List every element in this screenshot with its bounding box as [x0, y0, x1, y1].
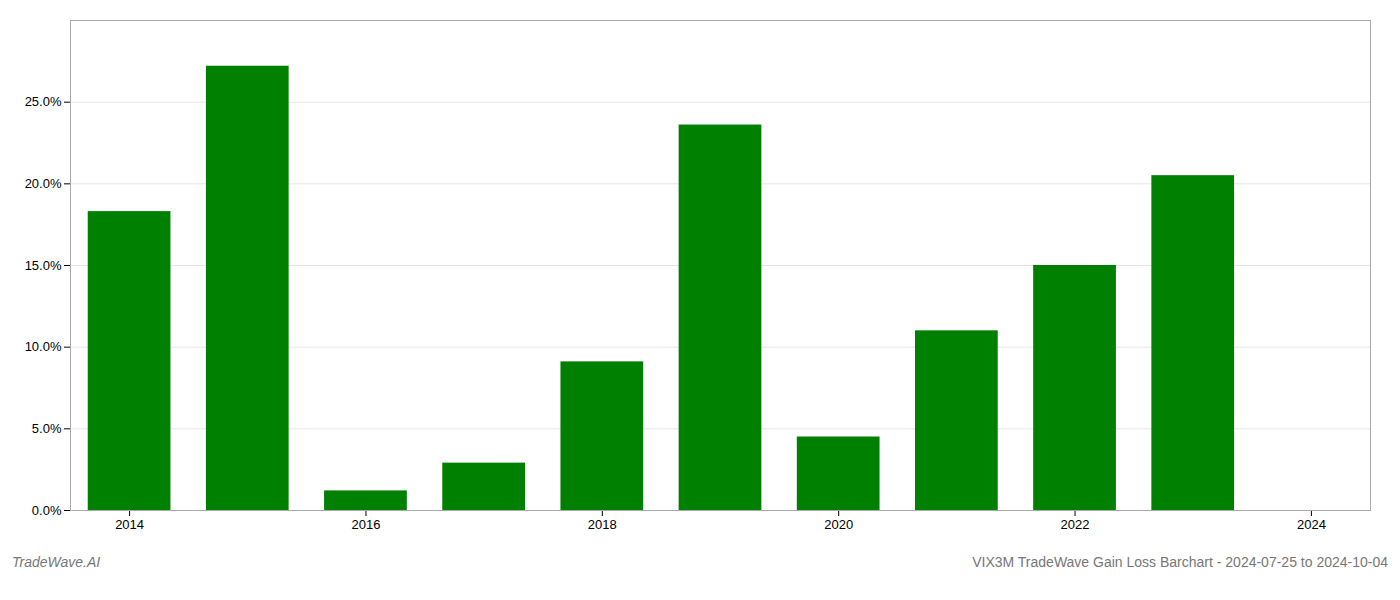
html-text:TradeWave.AI: TradeWave.AI — [12, 554, 101, 570]
svg-text:2022: 2022 — [1061, 517, 1090, 532]
svg-text:2014: 2014 — [115, 517, 144, 532]
svg-text:5.0%: 5.0% — [32, 421, 62, 436]
svg-text:15.0%: 15.0% — [25, 258, 62, 273]
svg-text:2018: 2018 — [588, 517, 617, 532]
svg-text:25.0%: 25.0% — [25, 94, 62, 109]
svg-text:10.0%: 10.0% — [25, 339, 62, 354]
svg-text:20.0%: 20.0% — [25, 176, 62, 191]
html-text:VIX3M TradeWave Gain Loss Barc: VIX3M TradeWave Gain Loss Barchart - 202… — [972, 554, 1388, 570]
svg-text:2016: 2016 — [351, 517, 380, 532]
svg-text:2020: 2020 — [824, 517, 853, 532]
svg-text:0.0%: 0.0% — [32, 503, 62, 518]
svg-text:2024: 2024 — [1297, 517, 1326, 532]
